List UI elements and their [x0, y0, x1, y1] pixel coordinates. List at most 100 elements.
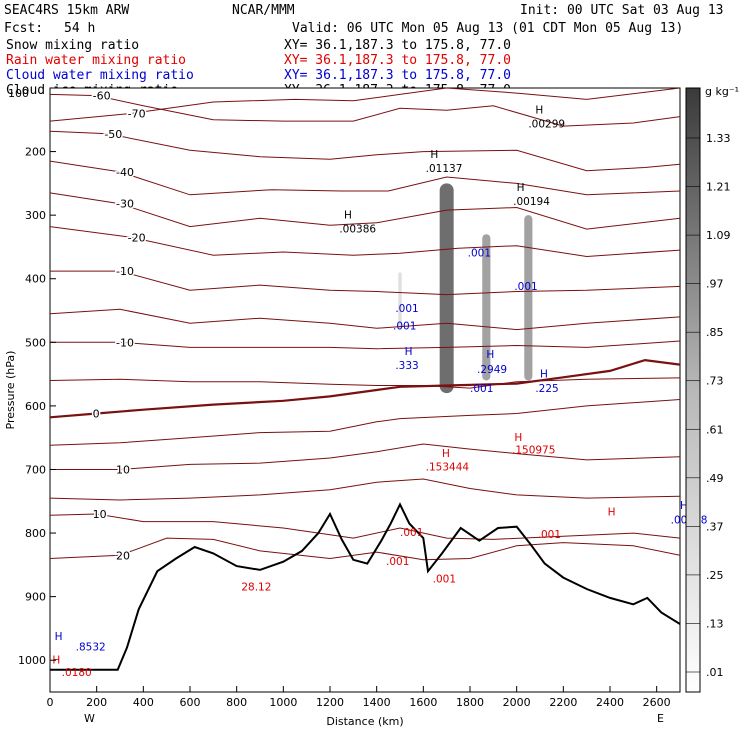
annotation-29: .001 — [538, 529, 561, 541]
contour-label-2: -50 — [104, 128, 122, 141]
legend-cloud-water: Cloud water mixing ratio — [6, 68, 194, 83]
colorbar-label-0: 1.33 — [706, 132, 731, 145]
x-end-left: W — [84, 712, 95, 725]
annotation-7: .00386 — [339, 223, 376, 235]
annotation-27: H — [608, 506, 616, 518]
y-tick-label-7: 900 — [25, 591, 46, 604]
x-tick-label-4: 800 — [226, 696, 247, 709]
x-tick-label-7: 1400 — [363, 696, 391, 709]
temperature-contour-13 — [50, 478, 680, 501]
x-axis-label: Distance (km) — [326, 715, 403, 728]
y-tick-label-6: 800 — [25, 527, 46, 540]
annotation-16: H — [540, 368, 548, 380]
terrain-layer — [50, 502, 680, 671]
annotation-layer: H .00299 H .01137 H .00194 H .00386 .001 .001 .001… — [52, 104, 707, 679]
y-tick-label-2: 400 — [25, 273, 46, 286]
temperature-contour-15 — [50, 537, 680, 561]
x-tick-label-3: 600 — [180, 696, 201, 709]
temperature-contour-12 — [50, 443, 680, 470]
snow-column-0 — [439, 183, 454, 394]
annotation-22: .8532 — [76, 642, 106, 654]
annotation-0: H — [535, 104, 543, 116]
temperature-contour-1 — [50, 93, 680, 127]
snow-column-1 — [482, 234, 491, 381]
annotation-5: .00194 — [513, 196, 550, 208]
annotation-28: .001 — [400, 527, 423, 539]
temperature-contour-0 — [50, 88, 680, 122]
x-tick-label-12: 2400 — [596, 696, 624, 709]
x-tick-label-2: 400 — [133, 696, 154, 709]
colorbar-label-1: 1.21 — [706, 181, 731, 194]
temperature-contour-11 — [50, 399, 680, 446]
annotation-8: .001 — [468, 247, 491, 259]
annotation-3: .01137 — [426, 163, 463, 175]
annotation-23: H — [514, 432, 522, 444]
x-end-right: E — [657, 712, 664, 725]
temperature-contour-2 — [50, 130, 680, 172]
contour-label-8: -10 — [116, 336, 134, 349]
temperature-contour-3 — [50, 160, 680, 196]
contour-label-12: 10 — [116, 463, 130, 476]
run-title: SEAC4RS 15km ARW — [4, 3, 129, 18]
annotation-21: H — [55, 631, 63, 643]
fcst-value: 54 h — [64, 21, 95, 36]
colorbar-label-3: .97 — [706, 278, 724, 291]
contour-label-0: -70 — [128, 107, 146, 120]
contour-label-3: -40 — [116, 166, 134, 179]
annotation-15: .2949 — [477, 364, 507, 376]
annotation-10: .001 — [395, 303, 418, 315]
annotation-32: 28.12 — [241, 581, 271, 593]
annotation-12: H — [405, 346, 413, 358]
contour-label-15: 20 — [116, 549, 130, 562]
temperature-contours: -70 -60 -50 -40 -30 -20 -10 -10 0 10 10 20 — [50, 88, 680, 564]
annotation-18: .001 — [470, 383, 493, 395]
y-tick-label-3: 500 — [25, 336, 46, 349]
y-tick-label-0: 200 — [25, 146, 46, 159]
colorbar-label-2: 1.09 — [706, 229, 731, 242]
temperature-contour-10 — [50, 358, 680, 419]
valid-time: Valid: 06 UTC Mon 05 Aug 13 (01 CDT Mon … — [292, 21, 683, 36]
org-label: NCAR/MMM — [232, 3, 295, 18]
colorbar-unit: g kg⁻¹ — [705, 85, 739, 98]
legend-snow: Snow mixing ratio — [6, 38, 139, 53]
colorbar-label-6: .61 — [706, 423, 724, 436]
contour-label-1: -60 — [93, 90, 111, 103]
temperature-contour-7 — [50, 308, 680, 331]
annotation-24: .150975 — [512, 445, 555, 457]
terrain-line — [50, 502, 680, 671]
temperature-contour-8 — [50, 340, 680, 350]
snow-column-3 — [398, 272, 402, 330]
colorbar-label-8: .37 — [706, 520, 724, 533]
annotation-13: .333 — [395, 360, 418, 372]
axes: 100 W E Distance (km) Pressure (hPa) 0 20… — [4, 87, 671, 728]
annotation-4: H — [517, 182, 525, 194]
colorbar-label-11: .01 — [706, 666, 724, 679]
y-tick-label-4: 600 — [25, 400, 46, 413]
annotation-6: H — [344, 209, 352, 221]
x-tick-label-8: 1600 — [409, 696, 437, 709]
x-tick-label-6: 1200 — [316, 696, 344, 709]
plot-frame — [49, 87, 681, 693]
legend-rain-xy: XY= 36.1,187.3 to 175.8, 77.0 — [284, 53, 511, 68]
x-tick-label-1: 200 — [86, 696, 107, 709]
y-top-label: 100 — [8, 87, 29, 100]
annotation-14: H — [486, 349, 494, 361]
contour-label-5: -20 — [128, 231, 146, 244]
temperature-contour-4 — [50, 192, 680, 230]
x-tick-label-11: 2200 — [549, 696, 577, 709]
colorbar: g kg⁻¹ 1.33 1.21 1.09 .97 .85 .73 .61 .49 .37 .25… — [685, 85, 739, 693]
contour-label-10: 0 — [93, 408, 100, 421]
annotation-30: .001 — [386, 556, 409, 568]
colorbar-label-4: .85 — [706, 326, 724, 339]
x-tick-label-10: 2000 — [503, 696, 531, 709]
annotation-9: .001 — [514, 281, 537, 293]
init-time: Init: 00 UTC Sat 03 Aug 13 — [520, 3, 724, 18]
x-tick-label-5: 1000 — [269, 696, 297, 709]
y-axis-label: Pressure (hPa) — [4, 351, 17, 430]
snow-shading-layer — [398, 183, 533, 394]
legend-rain: Rain water mixing ratio — [6, 53, 186, 68]
colorbar-label-5: .73 — [706, 375, 724, 388]
temperature-contour-6 — [50, 270, 680, 296]
temperature-contour-14 — [50, 513, 680, 540]
